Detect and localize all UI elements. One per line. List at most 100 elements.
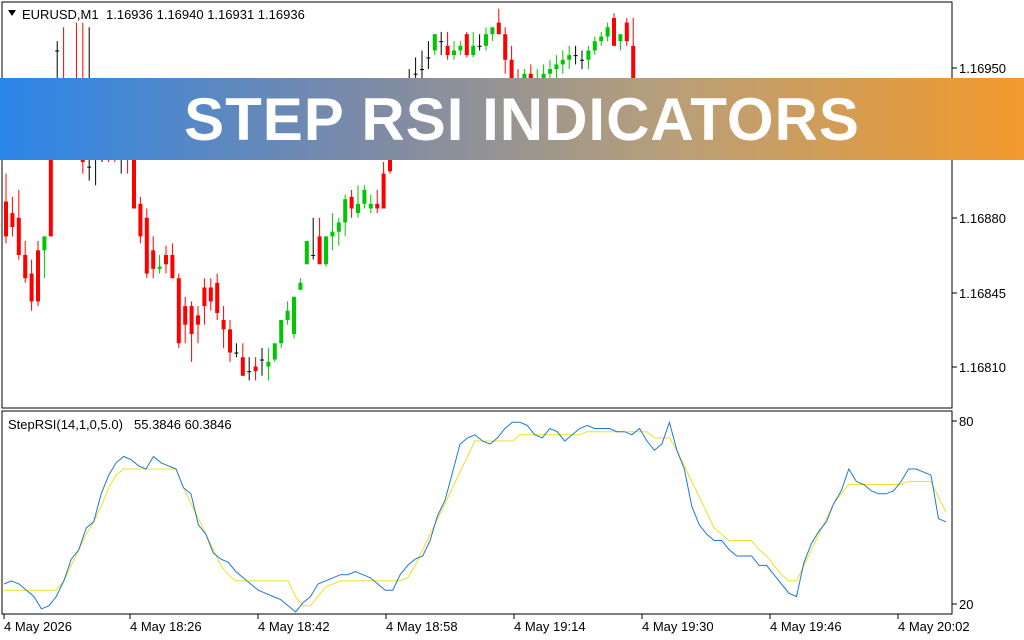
candle-body bbox=[560, 59, 565, 65]
candle-body bbox=[36, 250, 40, 302]
candle-body bbox=[240, 357, 245, 376]
symbol-label: EURUSD,M1 bbox=[22, 7, 99, 22]
candle-body bbox=[343, 199, 348, 223]
rsi-slow-line bbox=[4, 431, 947, 607]
ohlc-readout: 1.16936 1.16940 1.16931 1.16936 bbox=[106, 7, 305, 22]
candle-body bbox=[253, 366, 258, 372]
candle-body bbox=[189, 306, 194, 334]
rsi-tick-label: 20 bbox=[959, 597, 973, 612]
candle-body bbox=[317, 236, 322, 265]
candle-body bbox=[567, 55, 572, 60]
candle-body bbox=[368, 203, 373, 209]
price-panel-frame bbox=[1, 1, 953, 409]
candle-body bbox=[23, 254, 28, 279]
candle-body bbox=[144, 217, 149, 274]
price-tick-label: 1.16880 bbox=[959, 211, 1006, 226]
candle-body bbox=[132, 143, 136, 209]
candle-body bbox=[496, 22, 501, 35]
candle-body bbox=[138, 203, 143, 237]
candle-body bbox=[176, 278, 181, 344]
price-tick-label: 1.16845 bbox=[959, 286, 1006, 301]
candle-body bbox=[458, 45, 463, 51]
candle-body bbox=[183, 306, 188, 325]
candle-body bbox=[311, 254, 316, 256]
price-tick-label: 1.16810 bbox=[959, 360, 1006, 375]
candle-body bbox=[42, 236, 47, 251]
candle-body bbox=[292, 296, 296, 334]
candle-body bbox=[349, 196, 354, 209]
rsi-values: 55.3846 60.3846 bbox=[134, 417, 232, 432]
candle-body bbox=[170, 254, 175, 279]
candle-body bbox=[48, 115, 53, 237]
candle-body bbox=[208, 287, 213, 302]
rsi-tick-label: 80 bbox=[959, 414, 973, 429]
candle-body bbox=[279, 320, 284, 344]
candle-body bbox=[87, 166, 92, 168]
candle-body bbox=[362, 189, 367, 204]
candle-body bbox=[285, 310, 290, 321]
time-tick-label: 4 May 19:30 bbox=[642, 619, 714, 634]
candle-body bbox=[631, 45, 636, 79]
candle-body bbox=[247, 371, 252, 373]
candle-body bbox=[330, 231, 335, 237]
rsi-panel-frame bbox=[1, 410, 953, 615]
time-tick-label: 4 May 20:02 bbox=[898, 619, 970, 634]
banner-title: STEP RSI INDICATORS bbox=[184, 85, 860, 153]
rsi-fast-line bbox=[3, 420, 947, 613]
candle-body bbox=[336, 222, 341, 232]
symbol-dropdown-icon[interactable] bbox=[8, 10, 16, 16]
candle-body bbox=[548, 69, 552, 74]
candle-body bbox=[381, 173, 386, 209]
candle-body bbox=[16, 217, 21, 255]
candle-body bbox=[157, 266, 162, 269]
time-tick-label: 4 May 18:58 bbox=[386, 619, 458, 634]
candle-body bbox=[471, 45, 476, 56]
time-tick-label: 4 May 19:14 bbox=[514, 619, 586, 634]
candle-body bbox=[272, 343, 277, 360]
candle-body bbox=[445, 45, 450, 56]
candle-body bbox=[586, 50, 591, 60]
candle-body bbox=[10, 213, 15, 228]
time-tick-label: 4 May 18:42 bbox=[258, 619, 330, 634]
candle-body bbox=[464, 34, 469, 56]
candle-body bbox=[509, 59, 514, 81]
candle-body bbox=[477, 45, 482, 47]
rsi-series bbox=[3, 420, 947, 613]
candle-body bbox=[266, 361, 271, 367]
candle-body bbox=[304, 241, 309, 265]
candle-body bbox=[439, 41, 444, 43]
price-tick-label: 1.16950 bbox=[959, 61, 1006, 76]
candle-body bbox=[356, 203, 360, 214]
candle-body bbox=[452, 50, 456, 56]
candle-body bbox=[196, 315, 200, 325]
candle-body bbox=[298, 282, 303, 290]
candle-body bbox=[612, 17, 616, 46]
time-tick-label: 4 May 2026 bbox=[4, 619, 72, 634]
candle-body bbox=[573, 55, 578, 57]
candle-body bbox=[221, 320, 226, 330]
candle-body bbox=[618, 34, 623, 42]
time-tick-label: 4 May 19:46 bbox=[770, 619, 842, 634]
candle-body bbox=[234, 352, 239, 354]
candle-body bbox=[592, 41, 597, 51]
candle-body bbox=[324, 236, 328, 265]
candle-body bbox=[580, 59, 584, 61]
candle-body bbox=[202, 287, 207, 307]
candle-body bbox=[215, 282, 220, 314]
candle-body bbox=[605, 27, 610, 37]
candle-body bbox=[522, 73, 527, 81]
candle-body bbox=[29, 273, 34, 302]
time-tick-label: 4 May 18:26 bbox=[130, 619, 202, 634]
candle-body bbox=[151, 250, 156, 269]
candle-body bbox=[599, 36, 604, 42]
candle-body bbox=[4, 201, 8, 237]
candle-body bbox=[432, 34, 437, 51]
candle-body bbox=[260, 359, 264, 361]
title-banner: STEP RSI INDICATORS bbox=[0, 78, 1024, 160]
candle-body bbox=[484, 34, 488, 46]
candle-body bbox=[554, 64, 559, 70]
candle-body bbox=[55, 50, 60, 52]
candle-body bbox=[624, 22, 629, 42]
candle-body bbox=[228, 329, 232, 353]
candle-body bbox=[541, 73, 546, 79]
